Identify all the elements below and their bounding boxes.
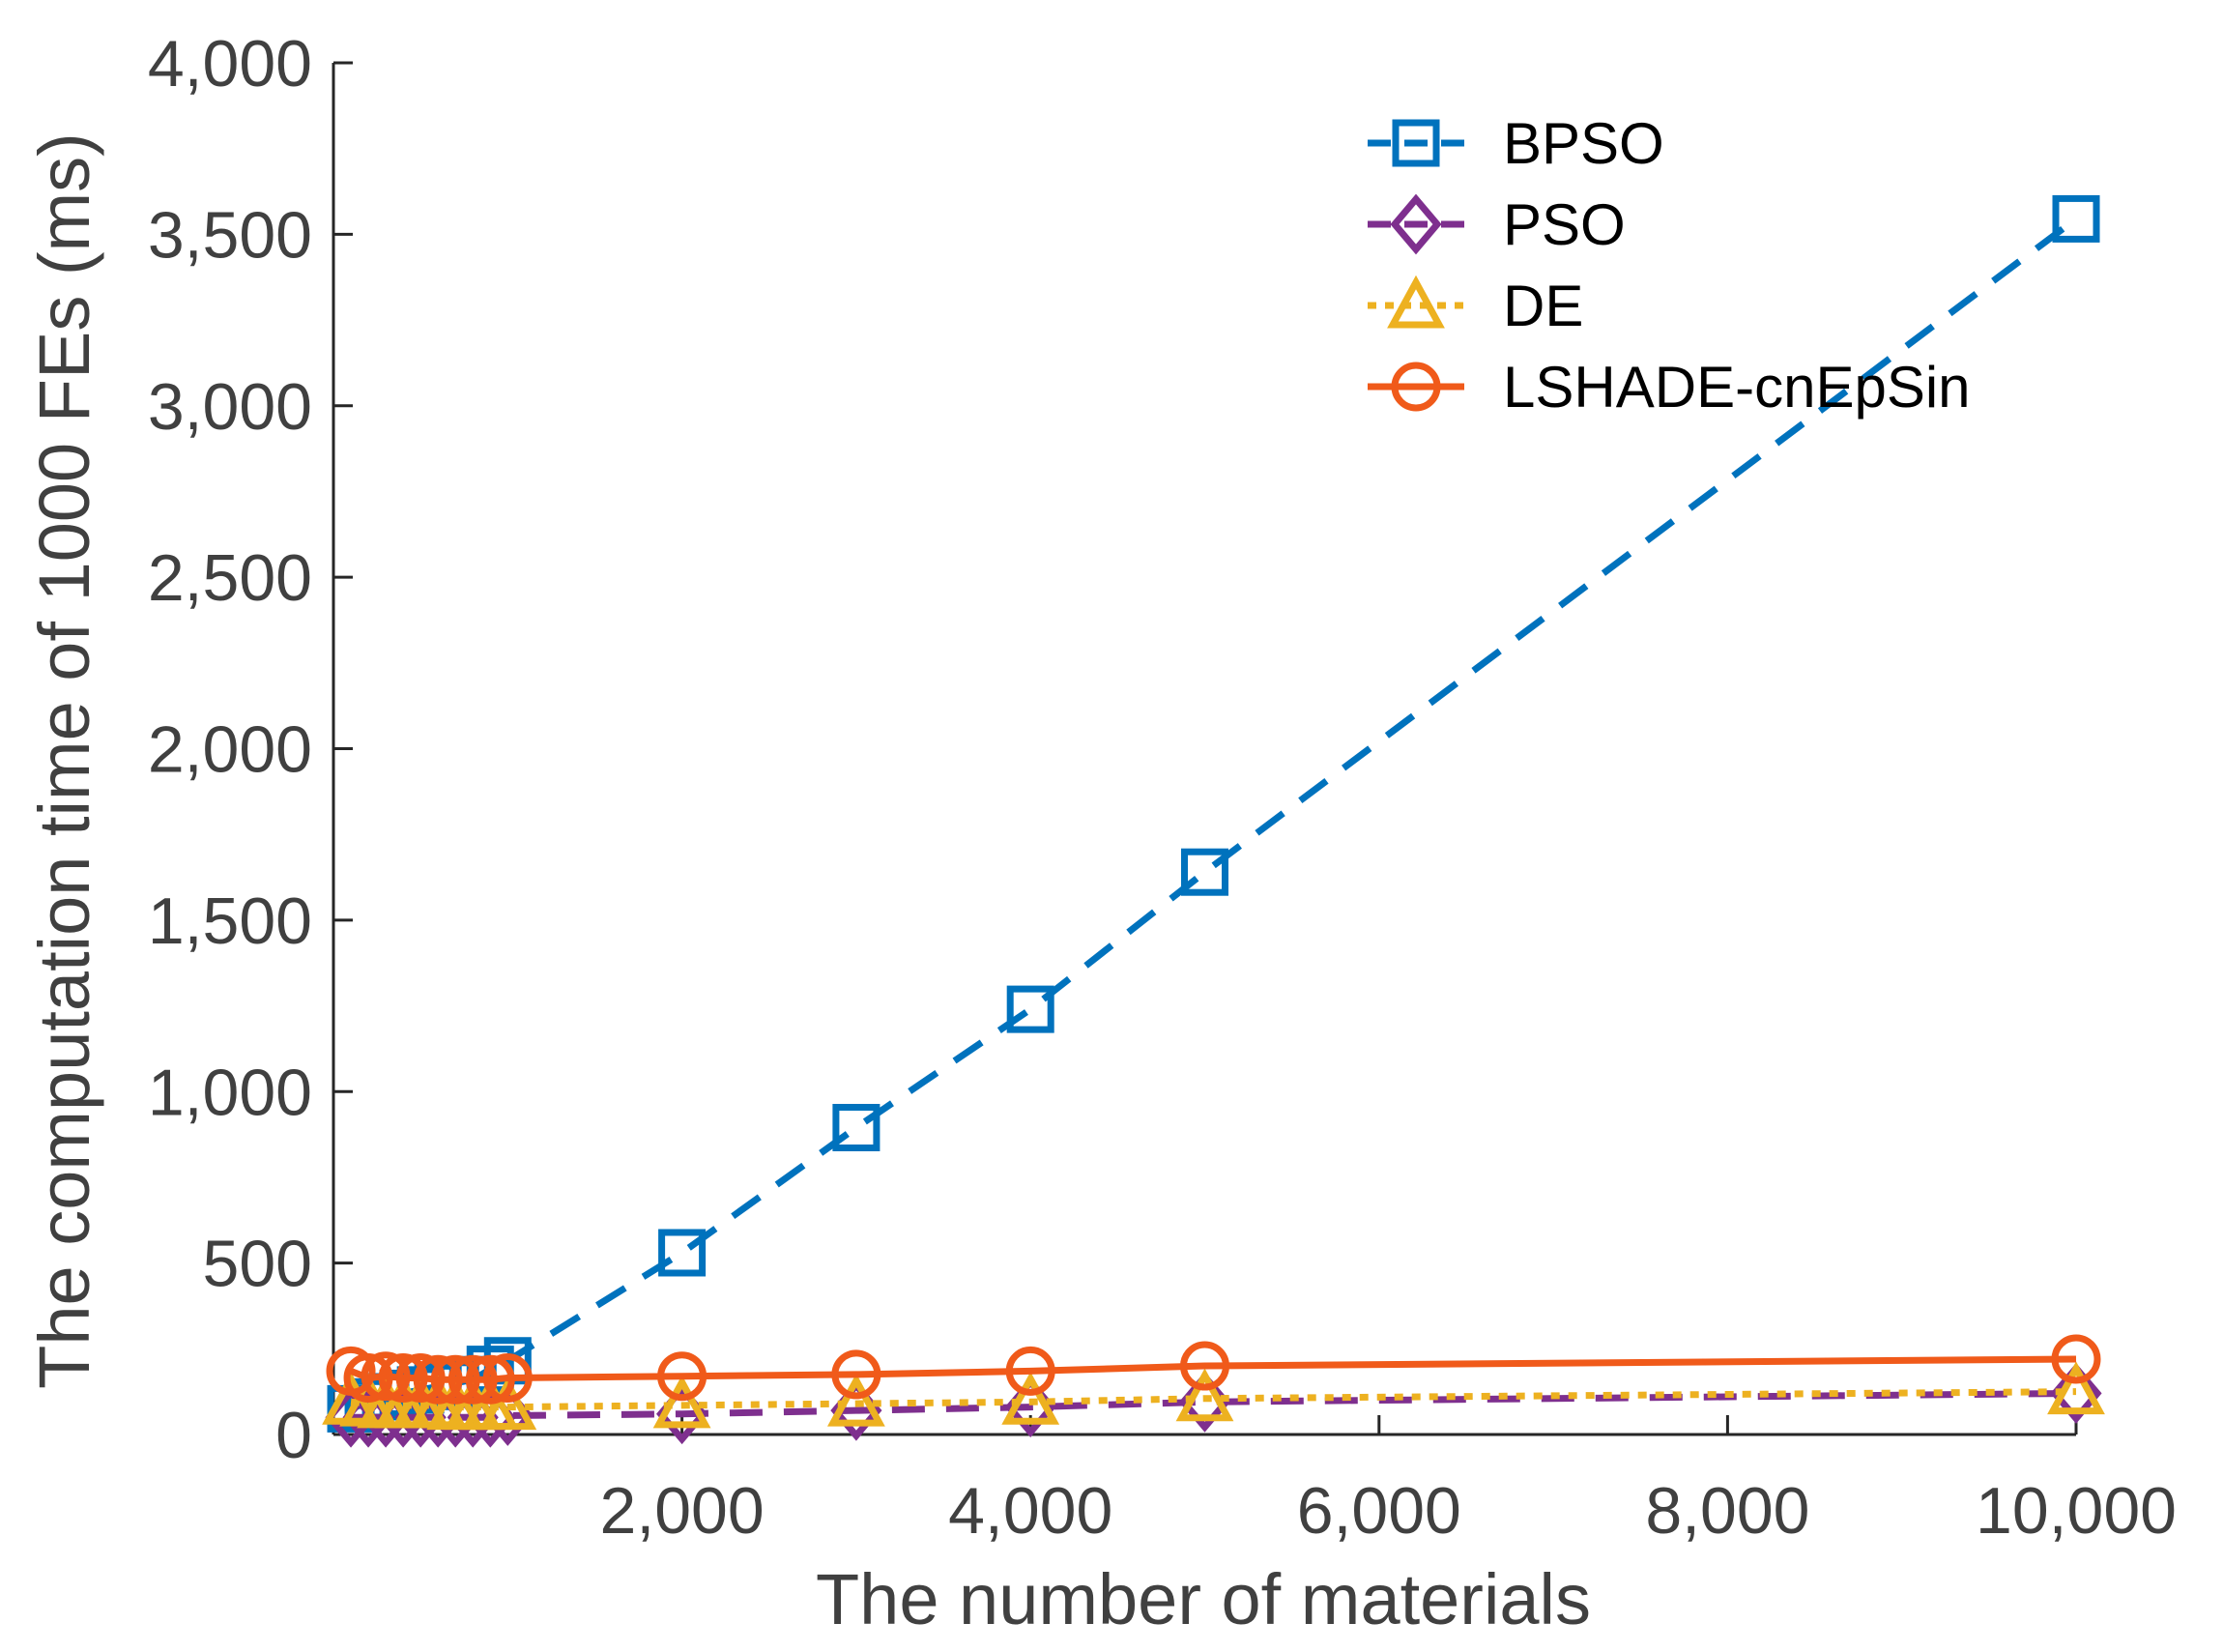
data-point-lshade-cnepsin xyxy=(430,1354,480,1405)
x-tick-label: 10,000 xyxy=(1976,1474,2177,1548)
data-point-lshade-cnepsin xyxy=(482,1352,533,1403)
y-tick-label: 1,500 xyxy=(148,884,312,958)
legend-marker-diamond xyxy=(1390,193,1442,255)
y-axis-title: The computation time of 1000 FEs (ms) xyxy=(24,132,104,1389)
data-point-bpso xyxy=(1006,985,1054,1033)
data-point-lshade-cnepsin xyxy=(395,1352,446,1403)
data-point-lshade-cnepsin xyxy=(1005,1346,1055,1396)
x-tick-label: 2,000 xyxy=(600,1474,765,1548)
data-point-pso xyxy=(2050,1363,2102,1424)
series-line-lshade-cnepsin xyxy=(349,1355,2077,1383)
legend-label: PSO xyxy=(1503,192,1626,257)
data-point-lshade-cnepsin xyxy=(361,1351,411,1402)
legend-label: LSHADE-cnEpSin xyxy=(1503,355,1971,420)
series-layer xyxy=(322,194,2105,1448)
y-tick-label: 2,000 xyxy=(148,713,312,787)
data-point-lshade-cnepsin xyxy=(465,1354,515,1405)
data-point-lshade-cnepsin xyxy=(1180,1341,1229,1391)
data-point-bpso xyxy=(2052,194,2100,243)
data-point-de xyxy=(2047,1361,2105,1415)
legend-label: BPSO xyxy=(1503,111,1664,176)
legend-label: DE xyxy=(1503,274,1583,338)
data-point-de xyxy=(827,1373,885,1427)
data-point-lshade-cnepsin xyxy=(378,1352,428,1403)
x-tick-label: 4,000 xyxy=(948,1474,1112,1548)
data-point-pso xyxy=(1178,1371,1231,1433)
legend-item-pso: PSO xyxy=(1368,192,1626,257)
data-point-de xyxy=(478,1377,537,1431)
legend-item-de: DE xyxy=(1368,274,1583,338)
x-tick-label: 8,000 xyxy=(1645,1474,1809,1548)
data-point-lshade-cnepsin xyxy=(413,1354,463,1405)
legend-item-bpso: BPSO xyxy=(1368,111,1664,176)
y-tick-label: 3,000 xyxy=(148,370,312,444)
data-point-bpso xyxy=(1181,848,1228,896)
legend-marker-triangle xyxy=(1387,275,1445,329)
data-point-de xyxy=(652,1375,711,1429)
y-tick-label: 3,500 xyxy=(148,198,312,272)
x-ticks: 2,000 4,000 6,000 8,000 10,000 xyxy=(600,1415,2177,1548)
data-point-lshade-cnepsin xyxy=(657,1351,707,1402)
y-tick-label: 0 xyxy=(275,1399,312,1472)
legend: BPSO PSO DE LSHADE-cnEpSin xyxy=(1368,111,1971,420)
data-point-lshade-cnepsin xyxy=(447,1354,498,1405)
series-lshade-cnepsin xyxy=(326,1334,2101,1405)
y-tick-label: 500 xyxy=(203,1228,312,1301)
y-tick-label: 2,500 xyxy=(148,541,312,615)
legend-marker-square xyxy=(1392,119,1440,167)
y-tick-label: 4,000 xyxy=(148,27,312,101)
x-axis-title: The number of materials xyxy=(816,1559,1591,1639)
legend-marker-circle xyxy=(1391,362,1441,412)
y-tick-label: 1,000 xyxy=(148,1056,312,1129)
data-point-lshade-cnepsin xyxy=(2051,1334,2101,1384)
axes xyxy=(332,63,2076,1436)
data-point-de xyxy=(1001,1371,1060,1425)
x-tick-label: 6,000 xyxy=(1297,1474,1461,1548)
data-point-bpso xyxy=(658,1229,707,1277)
y-ticks: 0 500 1,000 1,500 2,000 2,500 3,000 3,500 4,000 xyxy=(148,27,353,1472)
legend-item-lshade-cnepsin: LSHADE-cnEpSin xyxy=(1368,355,1971,420)
data-point-bpso xyxy=(832,1103,881,1151)
data-point-de xyxy=(1175,1368,1234,1422)
data-point-lshade-cnepsin xyxy=(343,1352,393,1403)
data-point-lshade-cnepsin xyxy=(831,1349,881,1400)
